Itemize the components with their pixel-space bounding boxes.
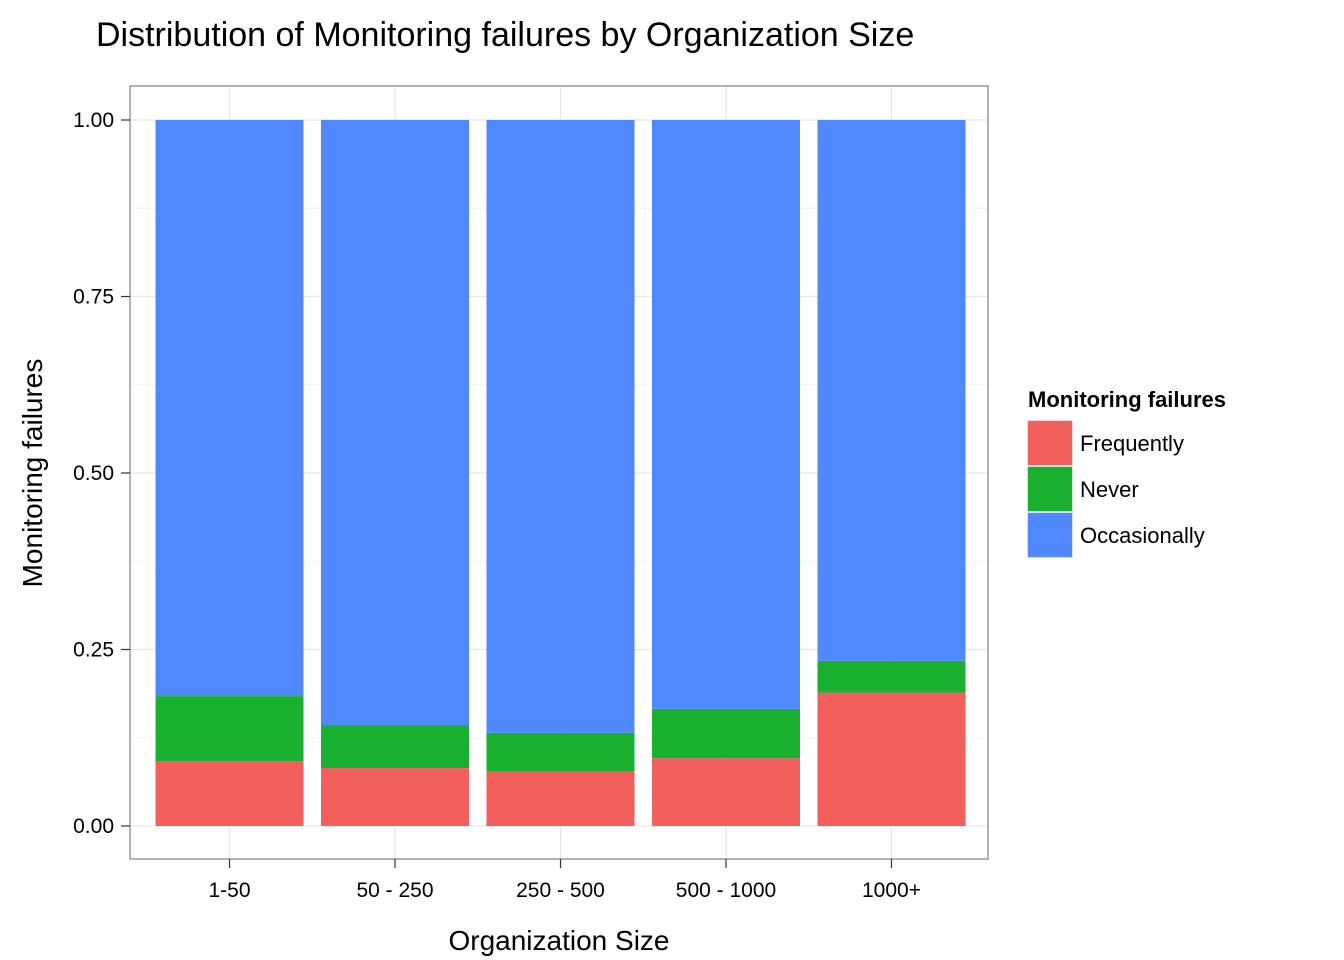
bar-segment-never bbox=[652, 708, 800, 759]
bar-segment-occasionally bbox=[817, 120, 966, 661]
x-tick-label: 250 - 500 bbox=[516, 879, 605, 902]
chart-title: Distribution of Monitoring failures by O… bbox=[96, 16, 914, 54]
legend-label: Frequently bbox=[1080, 431, 1184, 456]
bar-segment-frequently bbox=[486, 771, 635, 826]
legend-title: Monitoring failures bbox=[1028, 387, 1226, 412]
y-axis-title: Monitoring failures bbox=[17, 359, 48, 588]
bar-segment-frequently bbox=[155, 761, 304, 826]
plot-panel bbox=[129, 85, 989, 860]
bar-segment-frequently bbox=[321, 768, 469, 826]
legend-key-occasionally bbox=[1026, 511, 1074, 559]
y-tick-label: 0.00 bbox=[73, 815, 114, 838]
legend-label: Never bbox=[1080, 477, 1139, 502]
x-tick-label: 1000+ bbox=[862, 879, 921, 902]
y-axis: 0.00 0.25 0.50 0.75 1.00 bbox=[73, 109, 130, 838]
bar-segment-occasionally bbox=[486, 120, 635, 733]
x-tick-label: 500 - 1000 bbox=[676, 879, 776, 902]
legend-key-never bbox=[1026, 465, 1074, 513]
bar-segment-never bbox=[321, 725, 469, 769]
bar-segment-occasionally bbox=[155, 120, 304, 697]
y-tick-label: 0.50 bbox=[73, 462, 114, 485]
y-tick-label: 1.00 bbox=[73, 109, 114, 132]
x-axis-title: Organization Size bbox=[448, 925, 669, 956]
x-tick-label: 1-50 bbox=[208, 879, 250, 902]
bar-segment-occasionally bbox=[652, 120, 800, 709]
x-axis: 1-50 50 - 250 250 - 500 500 - 1000 1000+ bbox=[208, 859, 921, 902]
bar-segment-never bbox=[155, 696, 304, 762]
y-tick-label: 0.25 bbox=[73, 639, 114, 662]
bar-segment-never bbox=[817, 660, 966, 693]
legend-items: Frequently Never Occasionally bbox=[1026, 419, 1205, 559]
bar-segment-occasionally bbox=[321, 120, 469, 726]
legend: Monitoring failures Frequently Never Occas… bbox=[1026, 387, 1226, 559]
bar-segment-frequently bbox=[652, 758, 800, 826]
legend-label: Occasionally bbox=[1080, 523, 1205, 548]
y-tick-label: 0.75 bbox=[73, 286, 114, 309]
bars bbox=[155, 120, 966, 826]
legend-key-frequently bbox=[1026, 419, 1074, 467]
bar-segment-frequently bbox=[817, 692, 966, 826]
bar-segment-never bbox=[486, 732, 635, 772]
x-tick-label: 50 - 250 bbox=[356, 879, 433, 902]
